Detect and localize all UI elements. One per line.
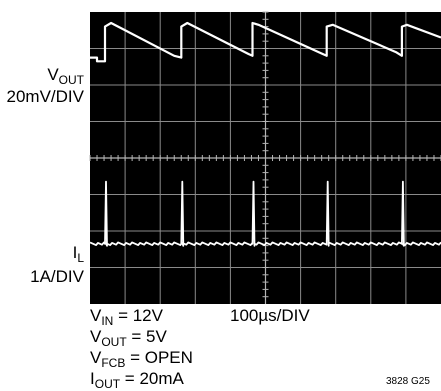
figure-id: 3828 G25 [386, 376, 430, 387]
il-channel-label: IL [72, 243, 84, 265]
scope-traces [89, 21, 441, 247]
condition-vout: VOUT = 5V [90, 327, 167, 349]
condition-vfcb: VFCB = OPEN [90, 348, 193, 370]
condition-vin: VIN = 12V [90, 306, 163, 328]
vout-trace [90, 21, 441, 63]
vout-scale-label: 20mV/DIV [6, 87, 84, 106]
il-scale-label: 1A/DIV [30, 267, 84, 286]
scope-grid [89, 11, 441, 304]
il-trace [89, 180, 441, 247]
vout-channel-label: VOUT [47, 65, 84, 87]
condition-iout: IOUT = 20mA [90, 369, 184, 391]
time-base-label: 100µs/DIV [230, 306, 310, 325]
